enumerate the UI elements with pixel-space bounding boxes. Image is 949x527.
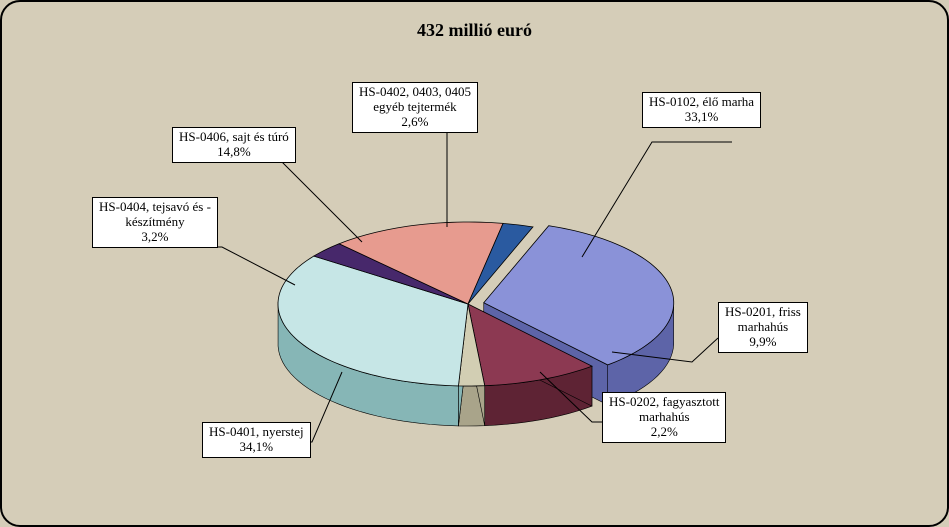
chart-card: 432 millió euró HS-0102, élő marha33,1% H… <box>0 0 949 527</box>
slice-callout: HS-0406, sajt és túró14,8% <box>172 127 296 163</box>
pie-chart <box>2 2 949 527</box>
chart-title: 432 millió euró <box>2 20 947 41</box>
slice-callout: HS-0402, 0403, 0405egyéb tejtermék2,6% <box>352 82 478 133</box>
slice-callout: HS-0202, fagyasztottmarhahús2,2% <box>602 392 726 443</box>
slice-callout: HS-0102, élő marha33,1% <box>642 92 761 128</box>
slice-callout: HS-0201, frissmarhahús9,9% <box>718 302 808 353</box>
slice-callout: HS-0404, tejsavó és -készítmény3,2% <box>92 197 218 248</box>
slice-callout: HS-0401, nyerstej34,1% <box>202 422 311 458</box>
